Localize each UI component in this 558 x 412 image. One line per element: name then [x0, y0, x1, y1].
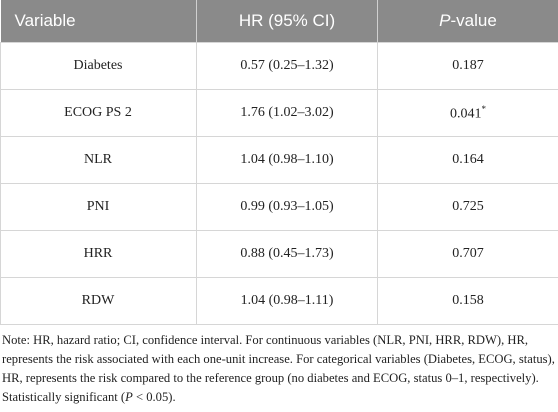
table-row: ECOG PS 2 1.76 (1.02–3.02) 0.041*: [0, 89, 558, 137]
header-cell: Variable: [0, 0, 197, 43]
table-cell: 0.57 (0.25–1.32): [196, 42, 378, 90]
header-cell: P-value: [377, 0, 558, 43]
table-row: HRR 0.88 (0.45–1.73) 0.707: [0, 230, 558, 278]
table-cell: PNI: [0, 183, 197, 231]
table-cell: 0.88 (0.45–1.73): [196, 230, 378, 278]
note-text: < 0.05).: [132, 390, 176, 404]
cell-text: -value: [450, 11, 497, 30]
table-cell: Diabetes: [0, 42, 197, 90]
table-row: RDW 1.04 (0.98–1.11) 0.158: [0, 277, 558, 325]
table-cell: 0.99 (0.93–1.05): [196, 183, 378, 231]
note: Note: HR, hazard ratio; CI, confidence i…: [2, 331, 556, 407]
table-cell: 0.164: [377, 136, 558, 184]
table-cell: 0.725: [377, 183, 558, 231]
table-cell: NLR: [0, 136, 197, 184]
cell-text: 0.041: [450, 106, 482, 122]
table-row: Diabetes 0.57 (0.25–1.32) 0.187: [0, 42, 558, 90]
italic-text: P: [125, 390, 133, 404]
header-cell: HR (95% CI): [196, 0, 378, 43]
note-text: Note: HR, hazard ratio; CI, confidence i…: [2, 333, 555, 404]
table-cell: 0.158: [377, 277, 558, 325]
table-cell: 1.04 (0.98–1.11): [196, 277, 378, 325]
table-cell: 0.707: [377, 230, 558, 278]
superscript: *: [481, 103, 487, 114]
table-row: PNI 0.99 (0.93–1.05) 0.725: [0, 183, 558, 231]
table-cell: 0.041*: [377, 89, 558, 137]
table-row: NLR 1.04 (0.98–1.10) 0.164: [0, 136, 558, 184]
table: Variable HR (95% CI) P-value Diabetes 0.57 …: [0, 0, 558, 325]
table-cell: ECOG PS 2: [0, 89, 197, 137]
table-cell: 1.76 (1.02–3.02): [196, 89, 378, 137]
italic-text: P: [439, 11, 451, 30]
table-cell: 0.187: [377, 42, 558, 90]
table-cell: HRR: [0, 230, 197, 278]
table-body: Diabetes 0.57 (0.25–1.32) 0.187 ECOG PS 2 1.…: [0, 42, 558, 325]
table-cell: 1.04 (0.98–1.10): [196, 136, 378, 184]
table-cell: RDW: [0, 277, 197, 325]
header-row: Variable HR (95% CI) P-value: [0, 0, 558, 43]
